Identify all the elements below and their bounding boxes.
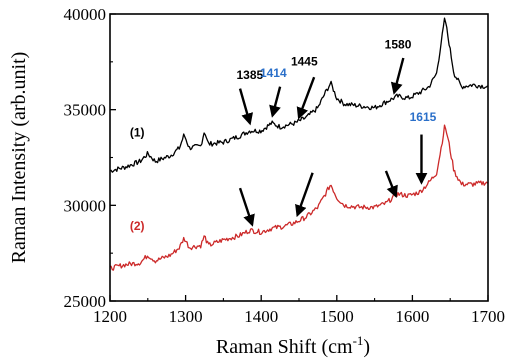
x-tick-label: 1400 [244, 307, 278, 326]
y-axis-title: Raman Intensity (arb.unit) [8, 52, 30, 264]
series-line-1 [109, 17, 489, 173]
series-line-2 [109, 124, 489, 271]
y-tick-label: 35000 [64, 101, 107, 120]
peak-arrow [238, 187, 255, 227]
peak-arrow [296, 76, 316, 120]
annotation-label: 1445 [291, 55, 318, 69]
peak-arrow [384, 170, 398, 198]
annotation-label: 1385 [237, 68, 264, 82]
x-axis-title-superscript: -1 [353, 333, 364, 348]
annotation-label: (2) [130, 219, 145, 233]
annotation-label: 1580 [385, 37, 412, 51]
x-tick-label: 1500 [320, 307, 354, 326]
peak-arrow [238, 88, 253, 126]
y-tick-label: 30000 [64, 196, 107, 215]
x-tick-label: 1700 [471, 307, 505, 326]
x-axis-title-main: Raman Shift (cm [216, 336, 353, 358]
y-tick-label: 40000 [64, 5, 107, 24]
y-tick-label: 25000 [64, 292, 107, 311]
x-tick-label: 1200 [93, 307, 127, 326]
peak-arrow [269, 86, 282, 118]
peak-arrow [295, 172, 314, 218]
annotation-label: (1) [130, 125, 145, 139]
annotation-label: 1615 [410, 110, 437, 124]
x-axis-title-close: ) [363, 336, 370, 358]
x-tick-label: 1300 [169, 307, 203, 326]
tick-layer: 1200 1300 1400 1500 1600 1700 25000 30000 35000 4… [64, 5, 506, 326]
peak-arrow [390, 57, 405, 95]
x-tick-label: 1600 [395, 307, 429, 326]
x-axis-title: Raman Shift (cm-1) [216, 333, 370, 358]
series-layer [109, 17, 489, 271]
arrow-layer [238, 57, 428, 227]
annotation-label: 1414 [260, 66, 287, 80]
